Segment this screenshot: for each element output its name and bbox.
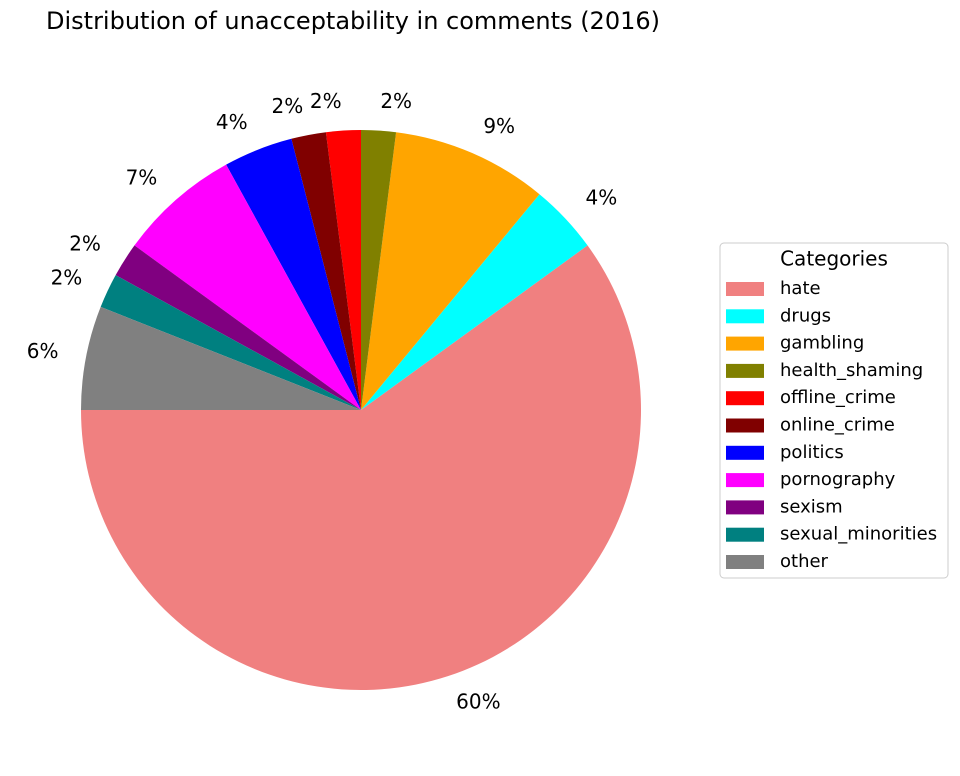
slice-label: 9% [483,114,515,138]
legend-label: politics [780,442,844,463]
legend-swatch [726,555,764,569]
legend-swatch [726,309,764,324]
legend-swatch [726,473,764,488]
legend-swatch [726,363,764,378]
slice-label: 2% [310,89,342,113]
legend-swatch [726,282,764,296]
legend-label: sexism [780,496,843,517]
pie-slice [226,138,361,410]
legend-label: offline_crime [780,387,896,408]
slice-label: 2% [69,231,101,255]
legend-swatch [726,445,764,460]
slice-label: 4% [586,186,618,210]
legend-box [719,242,949,579]
pie-slice [134,164,361,410]
pie-slice [115,245,362,410]
slice-label: 4% [216,110,248,134]
slice-label: 2% [51,265,83,289]
slice-label: 6% [27,339,59,363]
legend-swatch [726,391,764,406]
pie-slice [325,130,361,410]
slice-label: 60% [456,689,500,713]
legend-label: sexual_minorities [780,524,937,545]
legend-swatch [726,336,764,351]
pie-slice [100,275,361,410]
slice-label: 7% [126,165,158,189]
pie-slice [291,132,361,410]
pie-slice [81,306,361,410]
pie-slice [81,245,641,690]
legend-label: health_shaming [780,360,923,381]
chart-title: Distribution of unacceptability in comme… [46,7,660,35]
slice-label: 2% [380,89,412,113]
pie-slice [361,132,540,410]
legend-title: Categories [780,247,888,271]
legend-label: online_crime [780,415,895,436]
pie-slice [361,194,588,410]
legend-label: gambling [780,333,864,354]
legend-label: hate [780,278,821,299]
slice-label: 2% [272,94,304,118]
legend-swatch [726,418,764,433]
legend-label: other [780,551,829,572]
legend-label: drugs [780,305,831,326]
legend-label: pornography [780,469,896,490]
legend-swatch [726,500,764,515]
pie-slice [361,130,397,410]
legend-swatch [726,527,764,542]
